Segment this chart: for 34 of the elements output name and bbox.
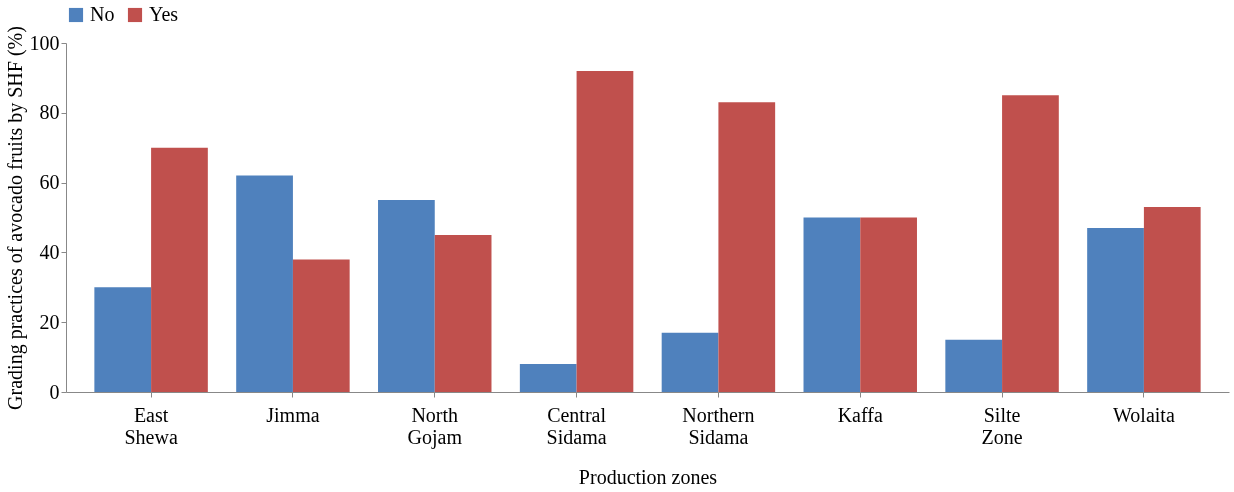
bar	[803, 217, 861, 392]
bar	[576, 70, 634, 392]
bar	[151, 147, 208, 392]
y-axis-title: Grading practices of avocado fruits by SHF (%)	[3, 26, 27, 410]
bar	[519, 364, 577, 392]
bar	[292, 259, 350, 392]
bar	[378, 200, 435, 392]
x-tick-label: Central Sidama	[546, 403, 607, 448]
x-tick-label: East Shewa	[124, 403, 178, 448]
bar	[1143, 207, 1201, 392]
y-tick-label: 80	[39, 101, 60, 124]
y-tick-label: 40	[39, 240, 60, 263]
bar	[945, 339, 1003, 392]
y-tick-label: 20	[39, 310, 60, 333]
bar	[718, 102, 776, 392]
bar	[94, 287, 152, 392]
x-tick-label: Silte Zone	[981, 403, 1023, 448]
x-tick-label: Jimma	[266, 403, 320, 426]
bar	[1002, 95, 1059, 392]
bar	[1087, 227, 1144, 392]
bar	[236, 175, 293, 392]
bar	[434, 234, 492, 392]
x-tick-label: North Gojam	[407, 403, 463, 449]
bar	[860, 217, 917, 392]
y-tick-label: 100	[29, 31, 60, 54]
x-tick-label: Kaffa	[837, 403, 883, 426]
legend-label: Yes	[149, 3, 179, 25]
legend-label: No	[90, 3, 115, 25]
x-tick-label: Wolaita	[1113, 403, 1175, 426]
y-tick-label: 0	[49, 380, 60, 403]
x-axis-title: Production zones	[578, 465, 718, 488]
bar	[661, 332, 719, 392]
x-tick-label: Northern Sidama	[682, 403, 755, 448]
y-tick-label: 60	[39, 171, 60, 194]
